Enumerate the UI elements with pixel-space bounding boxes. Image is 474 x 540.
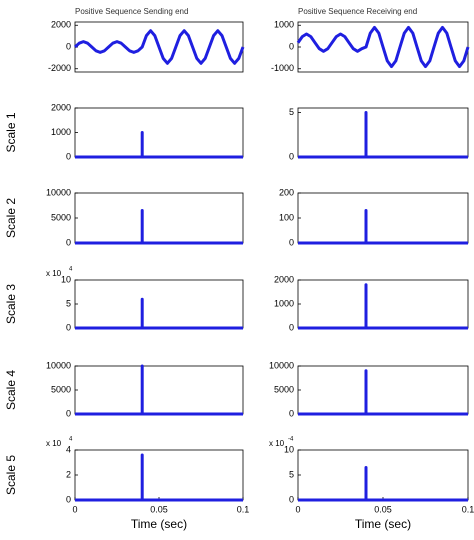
y-tick-label: 200 — [279, 187, 294, 197]
x-axis-label: Time (sec) — [355, 517, 411, 531]
y-axis-label: Scale 1 — [4, 112, 18, 152]
x-axis-label: Time (sec) — [131, 517, 187, 531]
y-tick-label: 0 — [66, 41, 71, 51]
y-exponent-power: 4 — [69, 267, 73, 273]
y-tick-label: 0 — [289, 322, 294, 332]
series-line — [298, 369, 468, 416]
series-line — [73, 29, 245, 65]
axes-box — [74, 449, 244, 501]
y-tick-label: 10000 — [46, 187, 71, 197]
y-tick-label: 100 — [279, 212, 294, 222]
axes-box — [74, 279, 244, 329]
y-exponent-power: 4 — [69, 437, 73, 443]
axes-box — [297, 107, 469, 158]
series-line — [298, 283, 468, 330]
y-tick-label: 0 — [289, 151, 294, 161]
series-line — [75, 364, 243, 416]
y-tick-label: 10000 — [269, 360, 294, 370]
y-tick-label: 0 — [289, 41, 294, 51]
y-tick-label: -1000 — [271, 63, 294, 73]
y-axis-label: Scale 2 — [4, 198, 18, 238]
x-tick-label: 0 — [295, 504, 300, 514]
y-tick-label: 5 — [289, 107, 294, 117]
y-tick-label: 0 — [289, 494, 294, 504]
y-tick-label: 0 — [66, 322, 71, 332]
y-tick-label: 10 — [284, 444, 294, 454]
series-line — [75, 131, 243, 159]
series-line — [296, 25, 470, 69]
axes-box — [74, 107, 244, 158]
y-tick-label: 5 — [289, 469, 294, 479]
series-line — [75, 453, 243, 502]
y-axis-label: Scale 3 — [4, 284, 18, 324]
y-tick-label: 4 — [66, 444, 71, 454]
y-tick-label: 10000 — [46, 360, 71, 370]
y-tick-label: 0 — [66, 237, 71, 247]
chart-title: Positive Sequence Receiving end — [298, 7, 417, 16]
y-tick-label: 5000 — [51, 212, 71, 222]
y-exponent: x 10 — [46, 439, 62, 448]
y-tick-label: 2000 — [274, 274, 294, 284]
y-tick-label: 2000 — [51, 102, 71, 112]
axes-box — [297, 279, 469, 329]
axes-box — [297, 449, 469, 501]
y-tick-label: 0 — [66, 151, 71, 161]
series-line — [298, 466, 468, 502]
axes-box — [74, 365, 244, 415]
y-tick-label: 0 — [66, 494, 71, 504]
x-tick-label: 0.05 — [150, 504, 168, 514]
y-exponent: x 10 — [269, 439, 285, 448]
axes-box — [297, 365, 469, 415]
x-tick-label: 0.1 — [462, 504, 474, 514]
y-axis-label: Scale 5 — [4, 455, 18, 495]
y-tick-label: 1000 — [274, 298, 294, 308]
y-tick-label: 10 — [61, 274, 71, 284]
chart-title: Positive Sequence Sending end — [75, 7, 188, 16]
y-exponent-power: -4 — [288, 437, 294, 443]
y-axis-label: Scale 4 — [4, 370, 18, 410]
y-tick-label: 0 — [289, 408, 294, 418]
y-exponent: x 10 — [46, 269, 62, 278]
y-tick-label: 1000 — [274, 20, 294, 30]
series-line — [75, 209, 243, 245]
y-tick-label: 2 — [66, 469, 71, 479]
axes-box — [74, 192, 244, 244]
x-tick-label: 0 — [72, 504, 77, 514]
y-tick-label: 5000 — [274, 384, 294, 394]
axes-box — [297, 192, 469, 244]
y-tick-label: 2000 — [51, 20, 71, 30]
y-tick-label: -2000 — [48, 63, 71, 73]
y-tick-label: 5000 — [51, 384, 71, 394]
y-tick-label: 1000 — [51, 127, 71, 137]
y-tick-label: 0 — [66, 408, 71, 418]
y-tick-label: 0 — [289, 237, 294, 247]
series-line — [75, 297, 243, 330]
x-tick-label: 0.05 — [374, 504, 392, 514]
y-tick-label: 5 — [66, 298, 71, 308]
series-line — [298, 209, 468, 245]
x-tick-label: 0.1 — [237, 504, 250, 514]
series-line — [298, 111, 468, 159]
